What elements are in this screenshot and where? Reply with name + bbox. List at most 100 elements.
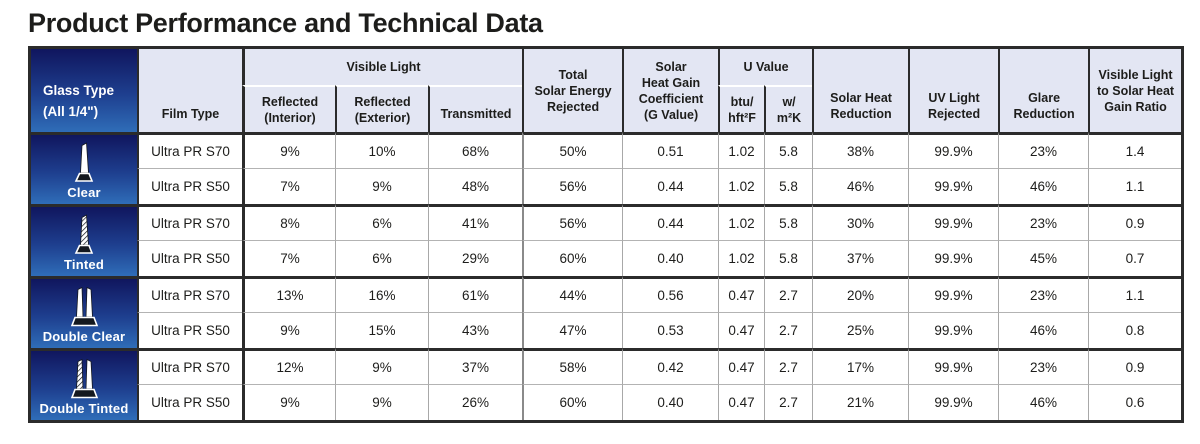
data-cell: 0.56 [622, 276, 719, 312]
film-type-cell: Ultra PR S50 [137, 384, 242, 420]
u-value-header: U Value [718, 49, 813, 85]
total-solar-header: Total Solar Energy Rejected [522, 49, 623, 132]
data-cell: 1.02 [718, 240, 765, 276]
film-type-cell: Ultra PR S70 [137, 132, 242, 168]
data-cell: 37% [428, 348, 523, 384]
data-cell: 56% [522, 168, 623, 204]
header-line: hft²F [728, 110, 756, 125]
data-cell: 25% [812, 312, 909, 348]
data-cell: 17% [812, 348, 909, 384]
data-cell: 38% [812, 132, 909, 168]
table-row: Tinted Ultra PR S70 8% 6% 41% 56% 0.44 1… [31, 204, 1182, 276]
header-line: (Interior) [264, 110, 316, 125]
glass-type-cell-clear: Clear [31, 132, 137, 204]
glass-type-cell-double-tinted: Double Tinted [31, 348, 137, 420]
data-cell: 0.8 [1088, 312, 1182, 348]
data-cell: 6% [335, 240, 428, 276]
film-type-cell: Ultra PR S70 [137, 204, 242, 240]
data-cell: 1.1 [1088, 168, 1182, 204]
data-cell: 99.9% [908, 132, 999, 168]
data-cell: 2.7 [764, 348, 813, 384]
header-row-top: Glass Type (All 1/4") Film Type Visible … [31, 49, 1182, 132]
header-line: UV Light [928, 91, 980, 105]
header-line: to Solar Heat [1096, 83, 1175, 98]
header-line: Solar Heat [830, 91, 892, 105]
data-cell: 0.47 [718, 348, 765, 384]
data-cell: 41% [428, 204, 523, 240]
glare-reduction-header: Glare Reduction [998, 49, 1089, 132]
header-line: Reduction [830, 107, 892, 121]
header-line: (G Value) [643, 107, 699, 122]
reflected-interior-header: Reflected (Interior) [242, 85, 335, 132]
table-row: Ultra PR S50 9% 9% 26% 60% 0.40 0.47 2.7… [31, 384, 1182, 420]
reflected-exterior-header: Reflected (Exterior) [335, 85, 428, 132]
data-cell: 2.7 [764, 384, 813, 420]
table-row: Double Clear Ultra PR S70 13% 16% 61% 44… [31, 276, 1182, 348]
data-cell: 99.9% [908, 240, 999, 276]
data-cell: 7% [242, 240, 335, 276]
table-row: Ultra PR S50 9% 15% 43% 47% 0.53 0.47 2.… [31, 312, 1182, 348]
data-cell: 99.9% [908, 168, 999, 204]
data-cell: 0.42 [622, 348, 719, 384]
header-line: Solar Energy [534, 83, 612, 98]
data-cell: 1.1 [1088, 276, 1182, 312]
header-line: Reduction [1013, 107, 1075, 121]
header-line: Solar [655, 59, 687, 74]
table-row: Double Tinted Ultra PR S70 12% 9% 37% 58… [31, 348, 1182, 420]
header-line: Glass Type [43, 83, 115, 99]
header-line: Coefficient [638, 91, 704, 106]
glass-type-label: Tinted [64, 257, 104, 272]
tinted-glass-icon [74, 214, 94, 254]
data-cell: 37% [812, 240, 909, 276]
header-line: Rejected [546, 99, 600, 114]
data-cell: 30% [812, 204, 909, 240]
glass-type-label: Double Tinted [39, 401, 129, 416]
data-cell: 0.47 [718, 384, 765, 420]
data-cell: 0.44 [622, 204, 719, 240]
data-cell: 99.9% [908, 204, 999, 240]
table-row: Clear Ultra PR S70 9% 10% 68% 50% 0.51 1… [31, 132, 1182, 204]
data-cell: 0.47 [718, 276, 765, 312]
u-value-w-header: w/ m²K [764, 85, 813, 132]
film-type-header: Film Type [137, 49, 242, 132]
data-cell: 43% [428, 312, 523, 348]
data-cell: 5.8 [764, 240, 813, 276]
header-line: m²K [776, 110, 802, 125]
data-cell: 0.40 [622, 384, 719, 420]
header-line: Reflected [354, 94, 411, 109]
clear-glass-icon [74, 142, 94, 182]
glass-type-label: Double Clear [42, 329, 126, 344]
data-cell: 0.9 [1088, 348, 1182, 384]
data-cell: 68% [428, 132, 523, 168]
data-cell: 15% [335, 312, 428, 348]
data-cell: 16% [335, 276, 428, 312]
data-cell: 26% [428, 384, 523, 420]
visible-light-shg-ratio-header: Visible Light to Solar Heat Gain Ratio [1088, 49, 1182, 132]
data-cell: 0.6 [1088, 384, 1182, 420]
data-cell: 0.53 [622, 312, 719, 348]
u-value-btu-header: btu/ hft²F [718, 85, 765, 132]
table-row: Ultra PR S50 7% 9% 48% 56% 0.44 1.02 5.8… [31, 168, 1182, 204]
solar-heat-reduction-header: Solar Heat Reduction [812, 49, 909, 132]
data-cell: 1.02 [718, 168, 765, 204]
page-title: Product Performance and Technical Data [28, 8, 543, 38]
data-cell: 5.8 [764, 132, 813, 168]
header-line: (All 1/4") [43, 104, 99, 120]
glass-type-label: Clear [67, 185, 101, 200]
data-cell: 0.47 [718, 312, 765, 348]
double-tinted-glass-icon [70, 358, 99, 399]
film-type-cell: Ultra PR S70 [137, 348, 242, 384]
data-cell: 8% [242, 204, 335, 240]
data-cell: 9% [242, 312, 335, 348]
data-cell: 21% [812, 384, 909, 420]
data-cell: 45% [998, 240, 1089, 276]
data-cell: 46% [812, 168, 909, 204]
header-line: Glare [1028, 91, 1061, 105]
data-cell: 99.9% [908, 276, 999, 312]
data-cell: 5.8 [764, 204, 813, 240]
table-row: Ultra PR S50 7% 6% 29% 60% 0.40 1.02 5.8… [31, 240, 1182, 276]
data-cell: 0.9 [1088, 204, 1182, 240]
data-cell: 46% [998, 384, 1089, 420]
header-line: Gain Ratio [1104, 99, 1167, 114]
data-cell: 12% [242, 348, 335, 384]
